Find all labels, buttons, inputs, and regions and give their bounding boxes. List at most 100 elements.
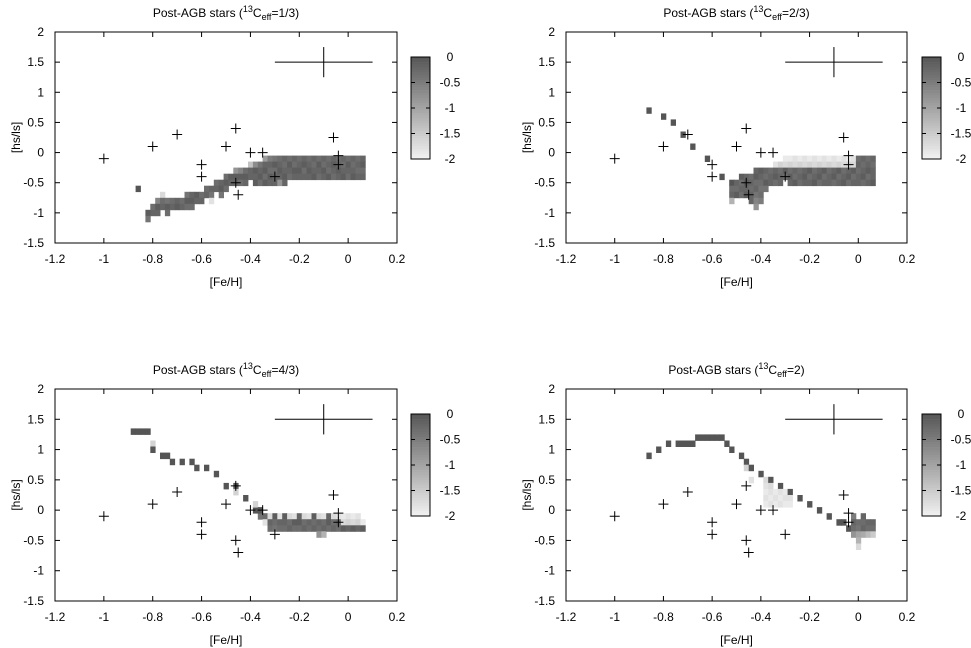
heatmap-cell bbox=[753, 191, 759, 199]
heatmap-cell bbox=[855, 155, 862, 162]
star-marker bbox=[707, 171, 718, 182]
heatmap-cell bbox=[189, 203, 195, 211]
heatmap-cell bbox=[331, 525, 337, 532]
colorbar-tick-label: -0.5 bbox=[951, 433, 971, 447]
heatmap-cell bbox=[243, 179, 249, 187]
star-marker bbox=[245, 505, 256, 516]
heatmap-cell bbox=[306, 155, 312, 162]
heatmap-cell bbox=[851, 525, 857, 532]
y-tick-label: 1 bbox=[37, 443, 44, 457]
heatmap-cell bbox=[826, 173, 832, 181]
y-tick-label: -0.5 bbox=[534, 533, 555, 547]
plot-frame bbox=[54, 31, 398, 244]
heatmap-cell bbox=[184, 191, 190, 199]
colorbar-segment bbox=[411, 100, 430, 104]
star-marker bbox=[269, 171, 280, 182]
colorbar-segment bbox=[411, 447, 430, 450]
colorbar-segment bbox=[411, 429, 430, 433]
heatmap-cell bbox=[257, 179, 264, 187]
heatmap-cell bbox=[233, 167, 239, 174]
heatmap-cell bbox=[150, 209, 156, 217]
heatmap-cell bbox=[218, 191, 224, 199]
heatmap-cell bbox=[763, 501, 769, 508]
heatmap-cell bbox=[306, 519, 312, 526]
x-tick-label: -1 bbox=[99, 252, 110, 266]
heatmap-cell bbox=[257, 167, 264, 174]
heatmap-cell bbox=[748, 464, 754, 472]
heatmap-cell bbox=[292, 525, 298, 532]
heatmap-cell bbox=[213, 185, 220, 193]
colorbar-segment bbox=[922, 462, 941, 466]
heatmap-cell bbox=[199, 197, 205, 205]
y-tick-label: 0.5 bbox=[27, 115, 44, 129]
heatmap-cell bbox=[316, 173, 322, 181]
colorbar-tick-label: -2 bbox=[445, 152, 456, 166]
heatmap-cell bbox=[768, 488, 774, 496]
x-tick-label: -0.6 bbox=[702, 610, 723, 624]
heatmap-cell bbox=[807, 161, 813, 168]
colorbar-segment bbox=[411, 442, 430, 445]
heatmap-cell bbox=[782, 501, 789, 508]
colorbar-segment bbox=[922, 426, 941, 430]
heatmap-cell bbox=[164, 209, 171, 217]
heatmap-cell bbox=[252, 179, 259, 187]
heatmap-cell bbox=[787, 155, 793, 162]
star-marker bbox=[707, 517, 718, 528]
colorbar-tick-label: -1 bbox=[445, 101, 456, 115]
heatmap-cell bbox=[174, 203, 180, 211]
star-marker bbox=[731, 141, 742, 152]
colorbar-segment bbox=[922, 95, 941, 99]
heatmap-cell bbox=[870, 531, 876, 538]
colorbar-segment bbox=[922, 130, 941, 134]
star-marker bbox=[658, 141, 669, 152]
heatmap-cell bbox=[340, 525, 347, 532]
y-tick-label: -0.5 bbox=[534, 176, 555, 190]
x-tick-label: -0.4 bbox=[240, 252, 261, 266]
heatmap-cell bbox=[272, 525, 278, 532]
heatmap-cell bbox=[738, 173, 745, 181]
colorbar-segment bbox=[411, 487, 430, 491]
heatmap-cell bbox=[296, 167, 303, 174]
heatmap-cell bbox=[287, 519, 293, 526]
heatmap-cell bbox=[797, 495, 803, 502]
heatmap-cell bbox=[213, 179, 220, 187]
star-marker bbox=[257, 505, 268, 516]
heatmap-cell bbox=[277, 173, 283, 181]
heatmap-cell bbox=[340, 161, 347, 168]
heatmap-cell bbox=[277, 161, 283, 168]
heatmap-cell bbox=[160, 452, 166, 460]
heatmap-cell bbox=[768, 495, 774, 502]
heatmap-cell bbox=[826, 161, 832, 168]
star-marker bbox=[843, 508, 854, 519]
heatmap-cell bbox=[164, 197, 171, 205]
heatmap-cell bbox=[690, 440, 696, 447]
colorbar-tick-label: -2 bbox=[445, 509, 456, 523]
colorbar-segment bbox=[411, 498, 430, 501]
star-marker bbox=[609, 153, 620, 164]
heatmap-cell bbox=[777, 501, 784, 508]
heatmap-cell bbox=[350, 513, 356, 520]
heatmap-cell bbox=[184, 197, 190, 205]
heatmap-cell bbox=[748, 476, 754, 484]
heatmap-cell bbox=[218, 179, 224, 187]
heatmap-cell bbox=[292, 173, 298, 181]
heatmap-cell bbox=[262, 179, 268, 187]
heatmap-cell bbox=[846, 179, 852, 187]
heatmap-cell bbox=[763, 488, 769, 496]
heatmap-cell bbox=[851, 519, 857, 526]
heatmap-cell bbox=[768, 167, 774, 174]
heatmap-cell bbox=[228, 173, 234, 181]
star-marker bbox=[682, 486, 693, 497]
colorbar-segment bbox=[922, 146, 941, 150]
y-tick-label: -1.5 bbox=[534, 594, 555, 608]
colorbar-segment bbox=[411, 510, 430, 514]
heatmap-cell bbox=[773, 161, 779, 168]
heatmap-cell bbox=[292, 155, 298, 162]
y-tick-label: 2 bbox=[37, 382, 44, 396]
y-tick-label: 1.5 bbox=[538, 55, 555, 69]
colorbar-segment bbox=[922, 151, 941, 155]
heatmap-cell bbox=[296, 173, 303, 181]
colorbar-tick-label: -2 bbox=[956, 152, 967, 166]
star-marker bbox=[741, 177, 752, 188]
colorbar-segment bbox=[411, 148, 430, 152]
